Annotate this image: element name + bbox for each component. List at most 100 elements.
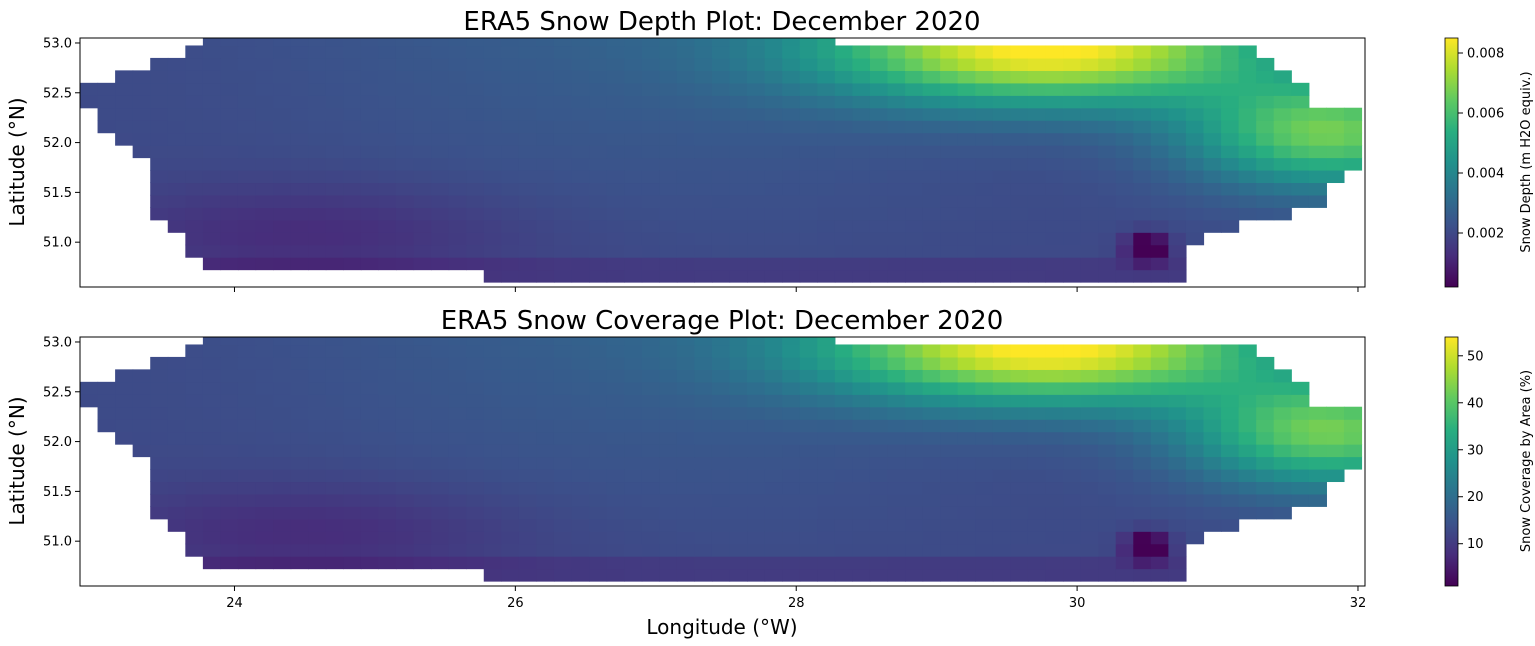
heatmap-cell bbox=[273, 145, 292, 159]
heatmap-cell bbox=[975, 344, 994, 358]
heatmap-cell bbox=[676, 337, 696, 346]
heatmap-cell bbox=[975, 556, 994, 570]
heatmap-cell bbox=[659, 269, 678, 283]
heatmap-cell bbox=[202, 468, 222, 483]
y-tick-label: 53.0 bbox=[43, 36, 72, 51]
heatmap-cell bbox=[624, 194, 643, 208]
heatmap-cell bbox=[501, 70, 520, 84]
heatmap-cell bbox=[308, 82, 327, 96]
heatmap-cell bbox=[940, 394, 959, 408]
heatmap-cell bbox=[676, 556, 696, 570]
heatmap-cell bbox=[1063, 244, 1082, 258]
heatmap-cell bbox=[167, 456, 186, 470]
heatmap-cell bbox=[711, 70, 731, 84]
heatmap-cell bbox=[395, 45, 415, 59]
heatmap-cell bbox=[343, 456, 362, 470]
heatmap-cell bbox=[869, 568, 889, 582]
heatmap-cell bbox=[325, 120, 344, 134]
heatmap-cell bbox=[922, 369, 941, 383]
heatmap-cell bbox=[536, 468, 555, 483]
heatmap-cell bbox=[992, 543, 1011, 557]
heatmap-cell bbox=[1150, 344, 1169, 358]
heatmap-cell bbox=[905, 444, 924, 458]
heatmap-cell bbox=[764, 556, 783, 570]
heatmap-cell bbox=[360, 82, 380, 96]
heatmap-cell bbox=[448, 244, 467, 258]
heatmap-cell bbox=[483, 194, 502, 208]
heatmap-cell bbox=[869, 145, 889, 159]
heatmap-cell bbox=[869, 468, 889, 483]
heatmap-cell bbox=[273, 531, 292, 545]
heatmap-cell bbox=[273, 444, 292, 458]
heatmap-cell bbox=[167, 57, 186, 71]
heatmap-cell bbox=[624, 506, 643, 520]
heatmap-cell bbox=[641, 169, 660, 184]
heatmap-cell bbox=[834, 120, 853, 134]
heatmap-cell bbox=[343, 145, 362, 159]
heatmap-cell bbox=[799, 232, 818, 246]
heatmap-cell bbox=[308, 120, 327, 134]
heatmap-cell bbox=[1115, 82, 1134, 96]
heatmap-cell bbox=[992, 45, 1011, 59]
heatmap-cell bbox=[220, 169, 239, 184]
heatmap-cell bbox=[1098, 394, 1117, 408]
heatmap-cell bbox=[1133, 257, 1152, 271]
heatmap-cell bbox=[641, 107, 660, 121]
heatmap-cell bbox=[624, 120, 643, 134]
heatmap-cell bbox=[360, 70, 380, 84]
heatmap-cell bbox=[992, 518, 1011, 532]
heatmap-cell bbox=[202, 82, 222, 96]
heatmap-cell bbox=[1045, 456, 1064, 470]
heatmap-cell bbox=[1045, 57, 1064, 71]
heatmap-cell bbox=[1185, 481, 1205, 495]
heatmap-cell bbox=[606, 506, 625, 520]
heatmap-cell bbox=[1063, 219, 1082, 233]
heatmap-cell bbox=[255, 481, 274, 495]
heatmap-cell bbox=[290, 531, 309, 545]
heatmap-cell bbox=[431, 381, 450, 395]
heatmap-cell bbox=[132, 369, 151, 383]
heatmap-cell bbox=[905, 132, 924, 146]
heatmap-cell bbox=[483, 406, 502, 420]
heatmap-cell bbox=[308, 556, 327, 570]
heatmap-cell bbox=[694, 444, 713, 458]
heatmap-cell bbox=[711, 38, 731, 47]
heatmap-cell bbox=[852, 244, 871, 258]
heatmap-cell bbox=[237, 207, 257, 221]
heatmap-cell bbox=[589, 57, 608, 71]
heatmap-cell bbox=[202, 531, 222, 545]
heatmap-cell bbox=[747, 95, 766, 109]
heatmap-cell bbox=[325, 132, 344, 146]
heatmap-cell bbox=[852, 394, 871, 408]
heatmap-cell bbox=[431, 95, 450, 109]
heatmap-cell bbox=[817, 493, 836, 507]
heatmap-cell bbox=[220, 244, 239, 258]
heatmap-cell bbox=[799, 45, 818, 59]
heatmap-cell bbox=[343, 120, 362, 134]
heatmap-cell bbox=[624, 182, 643, 196]
heatmap-cell bbox=[290, 57, 309, 71]
heatmap-cell bbox=[764, 456, 783, 470]
heatmap-cell bbox=[553, 38, 573, 47]
heatmap-cell bbox=[729, 70, 748, 84]
heatmap-cell bbox=[413, 57, 432, 71]
heatmap-cell bbox=[799, 394, 818, 408]
heatmap-cell bbox=[1221, 406, 1240, 420]
heatmap-cell bbox=[466, 194, 485, 208]
heatmap-cell bbox=[1027, 244, 1047, 258]
heatmap-cell bbox=[799, 207, 818, 221]
heatmap-cell bbox=[431, 107, 450, 121]
heatmap-cell bbox=[676, 232, 696, 246]
heatmap-cell bbox=[905, 543, 924, 557]
heatmap-cell bbox=[1027, 406, 1047, 420]
heatmap-cell bbox=[1273, 70, 1292, 84]
heatmap-cell bbox=[1010, 568, 1029, 582]
heatmap-cell bbox=[747, 169, 766, 184]
heatmap-cell bbox=[1080, 356, 1099, 370]
heatmap-cell bbox=[834, 543, 853, 557]
heatmap-cell bbox=[624, 337, 643, 346]
heatmap-cell bbox=[360, 219, 380, 233]
heatmap-cell bbox=[659, 381, 678, 395]
heatmap-cell bbox=[1150, 518, 1169, 532]
heatmap-cell bbox=[518, 257, 538, 271]
